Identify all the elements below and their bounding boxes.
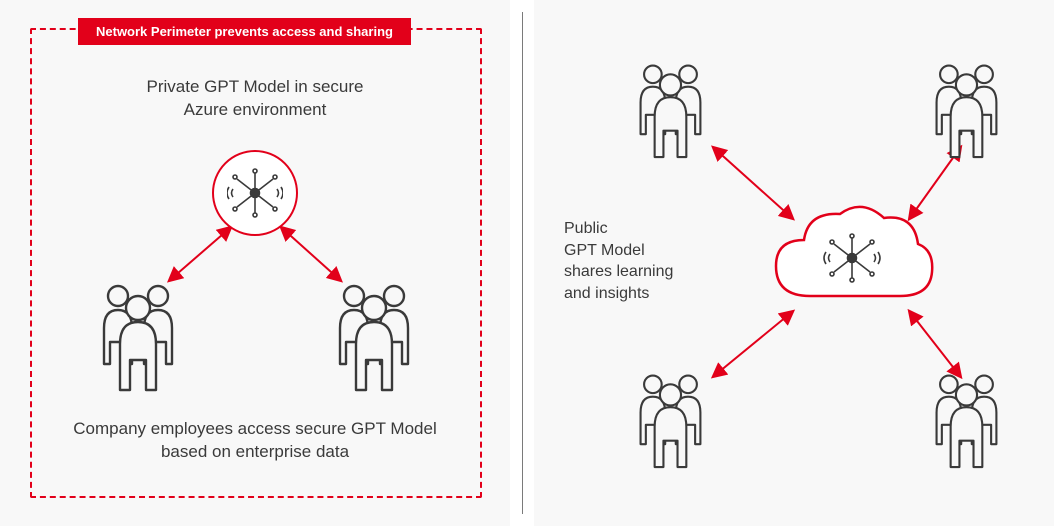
private-caption: Company employees access secure GPT Mode… <box>60 418 450 464</box>
private-title-line2: Azure environment <box>184 100 327 119</box>
public-line2: GPT Model <box>564 242 645 259</box>
right-panel: Public GPT Model shares learning and ins… <box>534 0 1054 526</box>
public-line4: and insights <box>564 285 649 302</box>
people-group-icon <box>630 372 711 469</box>
people-group-icon <box>630 62 711 159</box>
panel-divider <box>522 12 523 514</box>
left-panel: Network Perimeter prevents access and sh… <box>0 0 510 526</box>
people-group-icon <box>328 282 420 392</box>
caption-line2: based on enterprise data <box>161 442 349 461</box>
public-line1: Public <box>564 220 608 237</box>
people-group-icon <box>92 282 184 392</box>
cloud-icon <box>766 200 936 320</box>
people-group-icon <box>926 62 1007 159</box>
caption-line1: Company employees access secure GPT Mode… <box>73 419 436 438</box>
private-title: Private GPT Model in secure Azure enviro… <box>100 76 410 122</box>
public-caption: Public GPT Model shares learning and ins… <box>564 218 704 304</box>
ai-node-icon <box>212 150 298 236</box>
public-line3: shares learning <box>564 263 673 280</box>
private-title-line1: Private GPT Model in secure <box>147 77 364 96</box>
perimeter-badge: Network Perimeter prevents access and sh… <box>78 18 411 45</box>
people-group-icon <box>926 372 1007 469</box>
